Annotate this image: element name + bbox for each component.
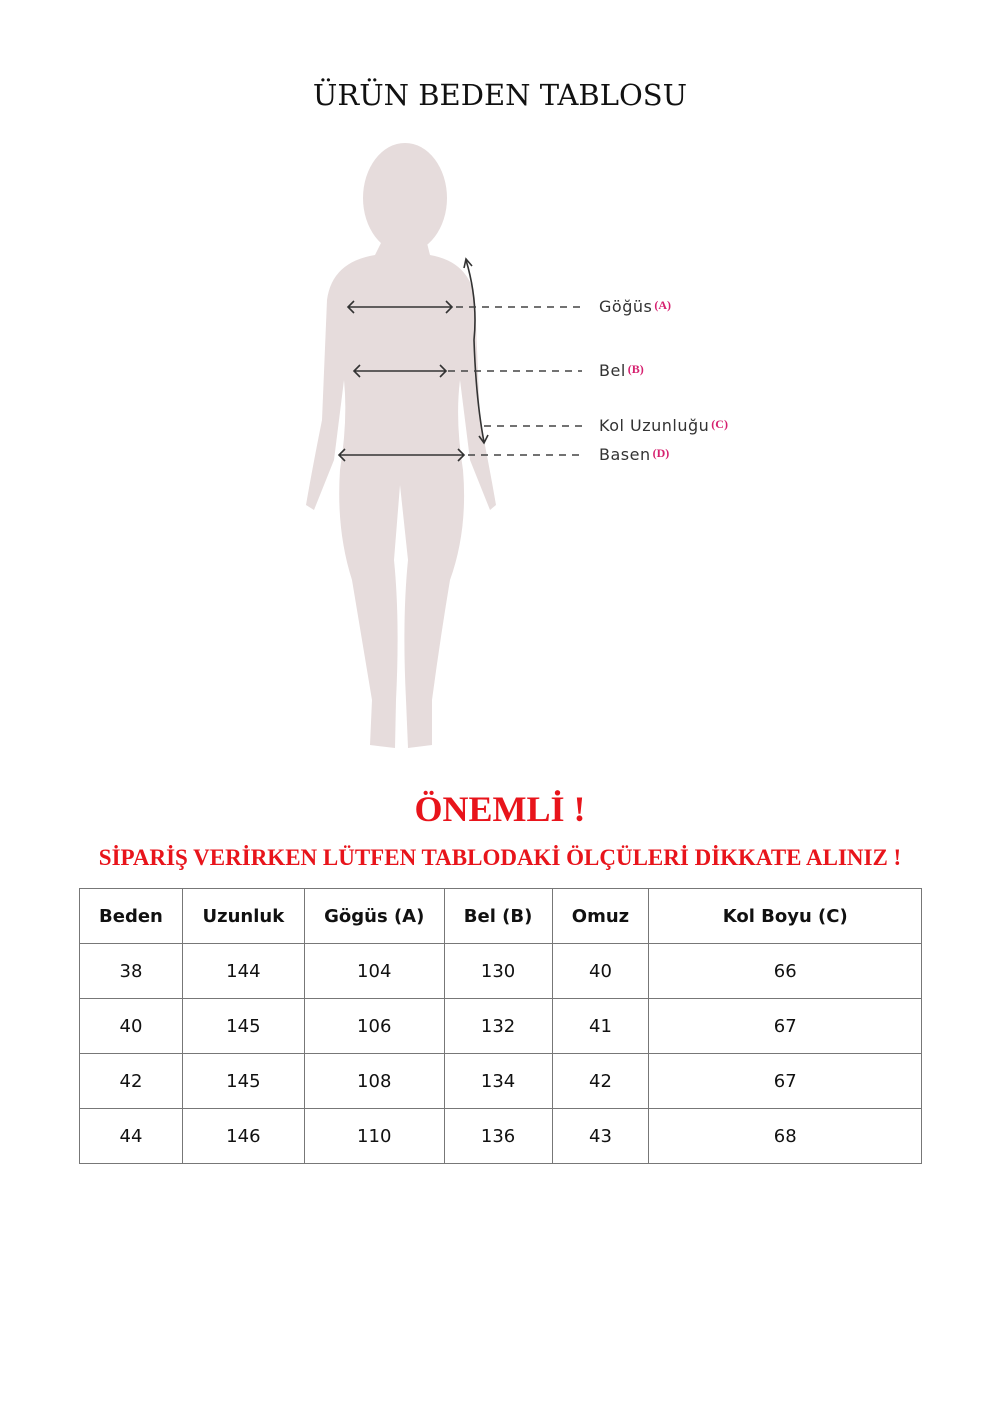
table-cell: 44 <box>79 1108 183 1164</box>
header-kol-boyu: Kol Boyu (C) <box>648 888 922 944</box>
table-row: 38 144 104 130 40 66 <box>79 943 922 999</box>
table-cell: 40 <box>551 943 650 999</box>
table-header-row: Beden Uzunluk Gögüs (A) Bel (B) Omuz Kol… <box>79 888 922 944</box>
header-bel: Bel (B) <box>443 888 553 944</box>
table-cell: 146 <box>181 1108 305 1164</box>
body-silhouette-figure <box>306 143 584 748</box>
table-cell: 136 <box>443 1108 553 1164</box>
table-cell: 106 <box>303 998 445 1054</box>
header-beden: Beden <box>79 888 183 944</box>
table-cell: 67 <box>648 998 922 1054</box>
label-gogus: Göğüs (A) <box>599 297 671 316</box>
label-bel: Bel (B) <box>599 361 644 380</box>
table-row: 42 145 108 134 42 67 <box>79 1053 922 1109</box>
table-cell: 43 <box>551 1108 650 1164</box>
table-cell: 40 <box>79 998 183 1054</box>
table-cell: 134 <box>443 1053 553 1109</box>
important-heading: ÖNEMLİ ! <box>414 789 586 829</box>
page-title: ÜRÜN BEDEN TABLOSU <box>312 78 688 112</box>
table-cell: 42 <box>79 1053 183 1109</box>
table-cell: 145 <box>181 998 305 1054</box>
size-table: Beden Uzunluk Gögüs (A) Bel (B) Omuz Kol… <box>79 888 922 1164</box>
header-omuz: Omuz <box>551 888 650 944</box>
body-silhouette <box>306 143 496 748</box>
table-cell: 38 <box>79 943 183 999</box>
table-cell: 42 <box>551 1053 650 1109</box>
label-basen: Basen (D) <box>599 445 670 464</box>
table-cell: 145 <box>181 1053 305 1109</box>
table-cell: 104 <box>303 943 445 999</box>
table-cell: 132 <box>443 998 553 1054</box>
table-cell: 144 <box>181 943 305 999</box>
table-cell: 67 <box>648 1053 922 1109</box>
header-gogus: Gögüs (A) <box>303 888 445 944</box>
dashed-leader-lines <box>448 306 584 456</box>
table-row: 40 145 106 132 41 67 <box>79 998 922 1054</box>
table-cell: 68 <box>648 1108 922 1164</box>
header-uzunluk: Uzunluk <box>181 888 305 944</box>
order-notice: SİPARİŞ VERİRKEN LÜTFEN TABLODAKİ ÖLÇÜLE… <box>98 845 902 870</box>
table-cell: 130 <box>443 943 553 999</box>
measurement-arrows <box>337 257 489 462</box>
table-cell: 66 <box>648 943 922 999</box>
table-cell: 108 <box>303 1053 445 1109</box>
table-cell: 110 <box>303 1108 445 1164</box>
table-cell: 41 <box>551 998 650 1054</box>
table-row: 44 146 110 136 43 68 <box>79 1108 922 1164</box>
label-kol-uzunlugu: Kol Uzunluğu (C) <box>599 416 728 435</box>
